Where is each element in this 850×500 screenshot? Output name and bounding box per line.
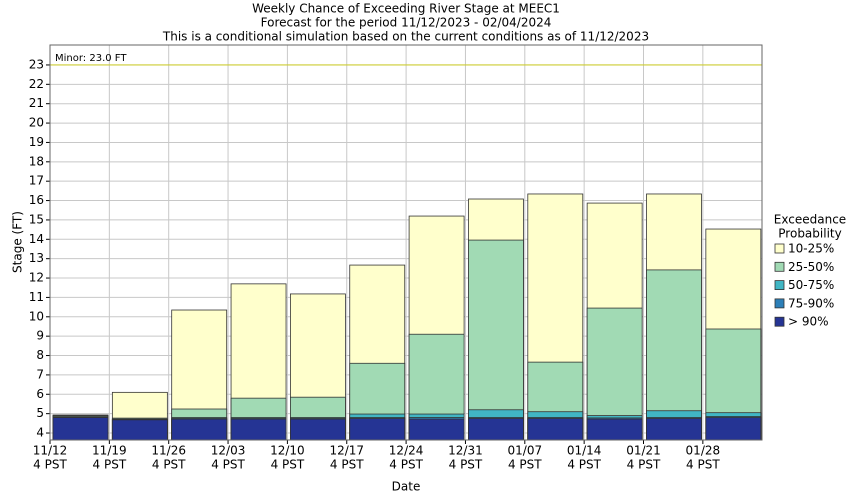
y-tick-label: 20: [29, 116, 44, 130]
threshold-label: Minor: 23.0 FT: [55, 53, 127, 64]
bar-segment: [289, 418, 346, 441]
legend-swatch: [774, 316, 785, 327]
x-tick-label: 11/12: [33, 444, 68, 458]
bar-segment: [646, 418, 702, 441]
y-tick-label: 19: [29, 135, 44, 149]
legend-label: 25-50%: [788, 260, 834, 274]
y-tick-label: 16: [29, 193, 44, 207]
chart-title: Weekly Chance of Exceeding River Stage a…: [252, 2, 560, 16]
legend-swatch: [774, 298, 785, 309]
x-tick-sublabel: 4 PST: [449, 458, 483, 472]
bar-segment: [408, 418, 465, 441]
x-tick-label: 12/31: [448, 444, 483, 458]
x-tick-sublabel: 4 PST: [686, 458, 720, 472]
plot-frame: [49, 44, 763, 441]
bar-segment: [349, 418, 406, 441]
bar-segment: [705, 417, 762, 441]
legend-label: 75-90%: [788, 296, 834, 310]
legend-swatch: [774, 243, 785, 254]
chart-note: This is a conditional simulation based o…: [162, 30, 649, 44]
legend-label: 50-75%: [788, 278, 834, 292]
y-tick-label: 21: [29, 96, 44, 110]
y-tick-label: 22: [29, 77, 44, 91]
y-tick-label: 7: [36, 367, 44, 381]
x-tick-label: 11/19: [92, 444, 127, 458]
y-tick-label: 18: [29, 154, 44, 168]
chart-subtitle: Forecast for the period 11/12/2023 - 02/…: [261, 16, 552, 30]
x-tick-label: 01/21: [626, 444, 661, 458]
bar-segment: [171, 418, 228, 441]
bar-segment: [527, 418, 584, 441]
bar-segment: [52, 417, 109, 441]
legend-title: Probability: [778, 227, 841, 241]
legend-label: 10-25%: [788, 242, 834, 256]
y-tick-label: 11: [29, 290, 44, 304]
legend-swatch: [774, 261, 785, 272]
x-tick-sublabel: 4 PST: [271, 458, 305, 472]
x-tick-sublabel: 4 PST: [627, 458, 661, 472]
x-tick-label: 01/14: [567, 444, 602, 458]
y-tick-label: 9: [36, 329, 44, 343]
y-tick-label: 5: [36, 406, 44, 420]
y-tick-label: 8: [36, 348, 44, 362]
x-tick-sublabel: 4 PST: [330, 458, 364, 472]
x-tick-label: 01/07: [508, 444, 543, 458]
y-tick-label: 17: [29, 174, 44, 188]
bar-segment: [230, 418, 287, 441]
x-tick-sublabel: 4 PST: [389, 458, 423, 472]
x-tick-label: 12/17: [329, 444, 364, 458]
y-tick-label: 13: [29, 251, 44, 265]
x-tick-label: 12/24: [389, 444, 424, 458]
bar-segment: [468, 418, 524, 441]
x-tick-sublabel: 4 PST: [508, 458, 542, 472]
x-tick-sublabel: 4 PST: [93, 458, 127, 472]
y-tick-label: 12: [29, 271, 44, 285]
y-tick-label: 6: [36, 387, 44, 401]
legend-title: Exceedance: [774, 213, 846, 227]
x-tick-sublabel: 4 PST: [33, 458, 67, 472]
bar-segment: [586, 418, 643, 441]
y-tick-label: 10: [29, 309, 44, 323]
x-tick-label: 11/26: [151, 444, 186, 458]
bar-segment: [111, 419, 168, 441]
x-tick-sublabel: 4 PST: [211, 458, 245, 472]
x-axis-label: Date: [392, 480, 421, 494]
x-tick-label: 01/28: [686, 444, 721, 458]
y-tick-label: 23: [29, 57, 44, 71]
y-tick-label: 4: [36, 426, 44, 440]
legend-label: > 90%: [788, 315, 829, 329]
y-tick-label: 15: [29, 212, 44, 226]
x-tick-label: 12/03: [211, 444, 246, 458]
x-tick-sublabel: 4 PST: [152, 458, 186, 472]
y-tick-label: 14: [29, 232, 44, 246]
x-tick-label: 12/10: [270, 444, 305, 458]
legend-swatch: [774, 280, 785, 291]
x-tick-sublabel: 4 PST: [567, 458, 601, 472]
y-axis-label: Stage (FT): [11, 211, 25, 273]
